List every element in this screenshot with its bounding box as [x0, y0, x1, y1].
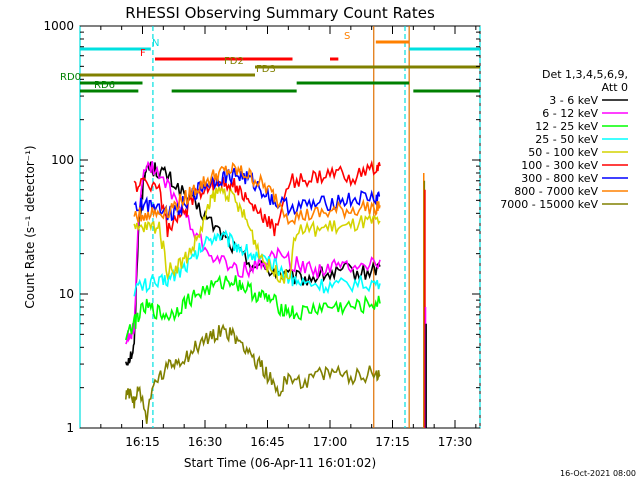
y-tick-label: 1000 [43, 19, 74, 33]
series-line-50-100-kev [133, 184, 381, 284]
y-tick-label: 1 [66, 421, 74, 435]
legend-label-300-800-kev: 300 - 800 keV [521, 172, 598, 185]
series-line-6-12-kev [125, 160, 381, 345]
legend-label-800-7000-kev: 800 - 7000 keV [514, 185, 598, 198]
legend-header-line1: Det 1,3,4,5,6,9, [542, 68, 628, 81]
series-line-100-300-kev [133, 159, 381, 238]
flag-label-rd0: RD0 [60, 72, 81, 83]
x-tick-label: 16:15 [125, 435, 160, 449]
flag-label-rd6: RD6 [94, 80, 115, 91]
flag-label-n: N [152, 38, 159, 49]
legend-label-12-25-kev: 12 - 25 keV [535, 120, 598, 133]
legend-label-6-12-kev: 6 - 12 keV [542, 107, 598, 120]
y-axis-label: Count Rate (s⁻¹ detector⁻¹) [23, 145, 37, 308]
series-line-800-7000-kev [133, 161, 381, 226]
x-tick-label: 17:15 [375, 435, 410, 449]
status-flags: N S F FD2 FD3 RD0 RD6 [60, 31, 480, 93]
legend-label-50-100-kev: 50 - 100 keV [528, 146, 598, 159]
y-tick-label: 100 [51, 153, 74, 167]
legend-header-line2: Att 0 [602, 81, 628, 94]
timestamp: 16-Oct-2021 08:00 [560, 469, 636, 478]
x-tick-label: 17:30 [438, 435, 473, 449]
y-axis-ticks: 1 10 100 1000 [43, 19, 480, 435]
series-group [125, 159, 427, 428]
chart-title: RHESSI Observing Summary Count Rates [125, 4, 435, 22]
x-tick-label: 16:30 [188, 435, 223, 449]
x-axis-label: Start Time (06-Apr-11 16:01:02) [184, 456, 376, 470]
x-tick-label: 17:00 [313, 435, 348, 449]
flag-label-fd3: FD3 [256, 64, 276, 75]
flag-label-s: S [344, 31, 350, 42]
legend-label-25-50-kev: 25 - 50 keV [535, 133, 598, 146]
vertical-markers [79, 26, 481, 428]
legend-label-7000-15000-kev: 7000 - 15000 keV [500, 198, 598, 211]
x-tick-label: 16:45 [250, 435, 285, 449]
legend-label-3-6-kev: 3 - 6 keV [549, 94, 598, 107]
flag-label-fd2: FD2 [224, 56, 244, 67]
series-line-25-50-kev [133, 229, 381, 297]
y-tick-label: 10 [59, 287, 74, 301]
series-line-12-25-kev [125, 274, 381, 341]
x-axis-ticks: 16:15 16:30 16:45 17:00 17:15 17:30 [100, 26, 477, 449]
flag-label-f: F [140, 48, 146, 59]
legend-label-100-300-kev: 100 - 300 keV [521, 159, 598, 172]
series-line-7000-15000-kev [125, 323, 381, 424]
